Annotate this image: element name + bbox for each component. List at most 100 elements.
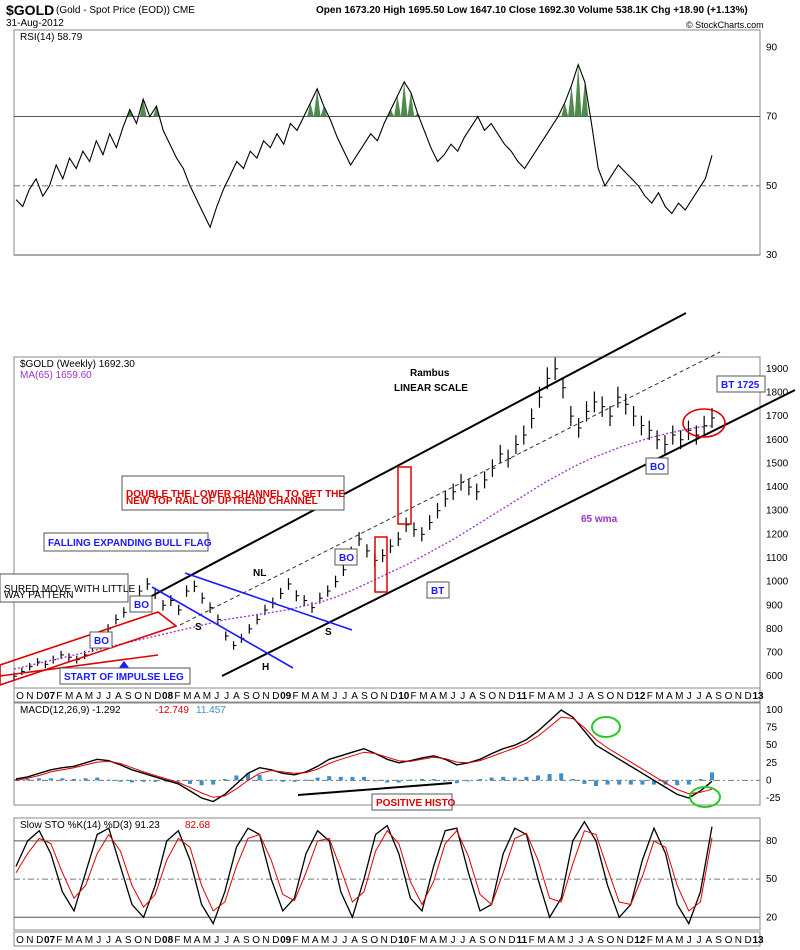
sto-x-tick: S: [243, 935, 250, 946]
sto-x-tick: 08: [162, 935, 174, 946]
bo-label-3-box: [334, 548, 358, 566]
macd-legend: MACD(12,26,9) -1.292: [20, 705, 121, 716]
rsi-y-tick: 90: [766, 42, 778, 53]
sto-x-tick: J: [96, 935, 101, 946]
bo-label-2-box: [89, 631, 113, 649]
price-x-tick: M: [183, 691, 191, 702]
rsi-overbought-fill: [400, 81, 408, 117]
price-x-tick: J: [342, 691, 347, 702]
sto-d-line: [15, 829, 713, 912]
bt1725-label: BT 1725: [721, 380, 760, 391]
price-x-tick: A: [666, 691, 673, 702]
macd-histogram-bar: [686, 780, 691, 785]
sto-x-tick: M: [439, 935, 447, 946]
price-y-tick: 1500: [766, 458, 789, 469]
sto-x-tick: D: [272, 935, 279, 946]
rsi-overbought-fill: [307, 102, 314, 117]
price-y-tick: 700: [766, 648, 783, 659]
sto-x-tick: F: [174, 935, 180, 946]
macd-histogram-bar: [72, 778, 76, 781]
price-x-tick: J: [224, 691, 229, 702]
macd-histogram-bar: [246, 773, 250, 781]
sto-x-tick: A: [666, 935, 673, 946]
price-x-tick: O: [607, 691, 615, 702]
macd-histogram-bar: [408, 779, 413, 781]
price-x-tick: S: [243, 691, 250, 702]
impulse-label-box: [59, 667, 191, 685]
macd-histogram-bar: [396, 780, 401, 783]
sto-x-tick: J: [224, 935, 229, 946]
macd-histogram-bar: [536, 775, 540, 781]
price-x-tick: O: [252, 691, 260, 702]
macd-histogram-bar: [478, 778, 482, 781]
price-y-tick: 900: [766, 600, 783, 611]
measured-box-1: [374, 536, 388, 593]
sto-x-tick: A: [587, 935, 594, 946]
macd-histogram-bar: [385, 780, 390, 783]
sto-x-tick: M: [419, 935, 427, 946]
measured-move-label-2: WAY PATTERN: [4, 590, 73, 601]
price-x-tick: M: [675, 691, 683, 702]
bull-flag-label-box: [43, 532, 209, 552]
price-x-tick: N: [144, 691, 151, 702]
sto-y-tick: 20: [766, 912, 778, 923]
linear-scale-label: LINEAR SCALE: [394, 383, 468, 394]
bo-label-4: BO: [650, 462, 665, 473]
double-channel-label-box: [121, 475, 345, 511]
macd-y-tick: 50: [766, 740, 778, 751]
sto-x-tick: O: [607, 935, 615, 946]
price-legend: $GOLD (Weekly) 1692.30: [20, 359, 135, 370]
sto-x-tick: A: [548, 935, 555, 946]
price-x-tick: O: [134, 691, 142, 702]
sto-y-tick: 50: [766, 874, 778, 885]
macd-histogram-bar: [605, 780, 610, 785]
price-x-tick: O: [370, 691, 378, 702]
sto-x-tick: A: [76, 935, 83, 946]
sto-x-tick: M: [557, 935, 565, 946]
price-x-tick: A: [548, 691, 555, 702]
macd-histogram-bar: [153, 780, 158, 782]
sto-x-tick: O: [725, 935, 733, 946]
bt-circle: [682, 408, 726, 438]
price-x-tick: O: [488, 691, 496, 702]
price-x-tick: N: [26, 691, 33, 702]
flag-top-line: [184, 572, 353, 631]
price-x-tick: M: [655, 691, 663, 702]
macd-line: [15, 709, 713, 803]
bo-label-1: BO: [134, 600, 149, 611]
sto-x-tick: J: [569, 935, 574, 946]
rsi-overbought-fill: [568, 85, 575, 117]
sto-x-tick: O: [16, 935, 24, 946]
price-x-tick: D: [745, 691, 752, 702]
chart-symbol: $GOLD: [6, 2, 55, 18]
macd-histogram-bar: [559, 773, 564, 781]
sto-x-tick: M: [65, 935, 73, 946]
price-x-tick: F: [292, 691, 298, 702]
price-x-tick: 09: [280, 691, 292, 702]
sto-x-tick: D: [390, 935, 397, 946]
sto-x-tick: S: [715, 935, 722, 946]
price-x-tick: A: [351, 691, 358, 702]
price-x-tick: F: [56, 691, 62, 702]
rsi-panel-frame: [13, 29, 761, 256]
triangle-pattern: [0, 611, 178, 686]
sto-x-tick: J: [342, 935, 347, 946]
sto-x-tick: D: [508, 935, 515, 946]
macd-histogram-bar: [315, 777, 320, 781]
rsi-overbought-fill: [139, 99, 147, 117]
price-x-tick: D: [508, 691, 515, 702]
macd-y-tick: -25: [766, 793, 781, 804]
sto-x-tick: M: [537, 935, 545, 946]
price-x-tick: F: [647, 691, 653, 702]
sto-x-tick: D: [626, 935, 633, 946]
measured-box-2: [397, 466, 412, 525]
price-x-tick: S: [597, 691, 604, 702]
sto-x-tick: J: [687, 935, 692, 946]
rsi-overbought-fill: [407, 92, 415, 117]
rsi-overbought-fill: [581, 81, 589, 117]
macd-hist-legend: 11.457: [196, 705, 226, 716]
price-x-tick: 10: [398, 691, 410, 702]
price-x-tick: N: [499, 691, 506, 702]
price-x-tick: S: [125, 691, 132, 702]
sto-x-tick: N: [144, 935, 151, 946]
